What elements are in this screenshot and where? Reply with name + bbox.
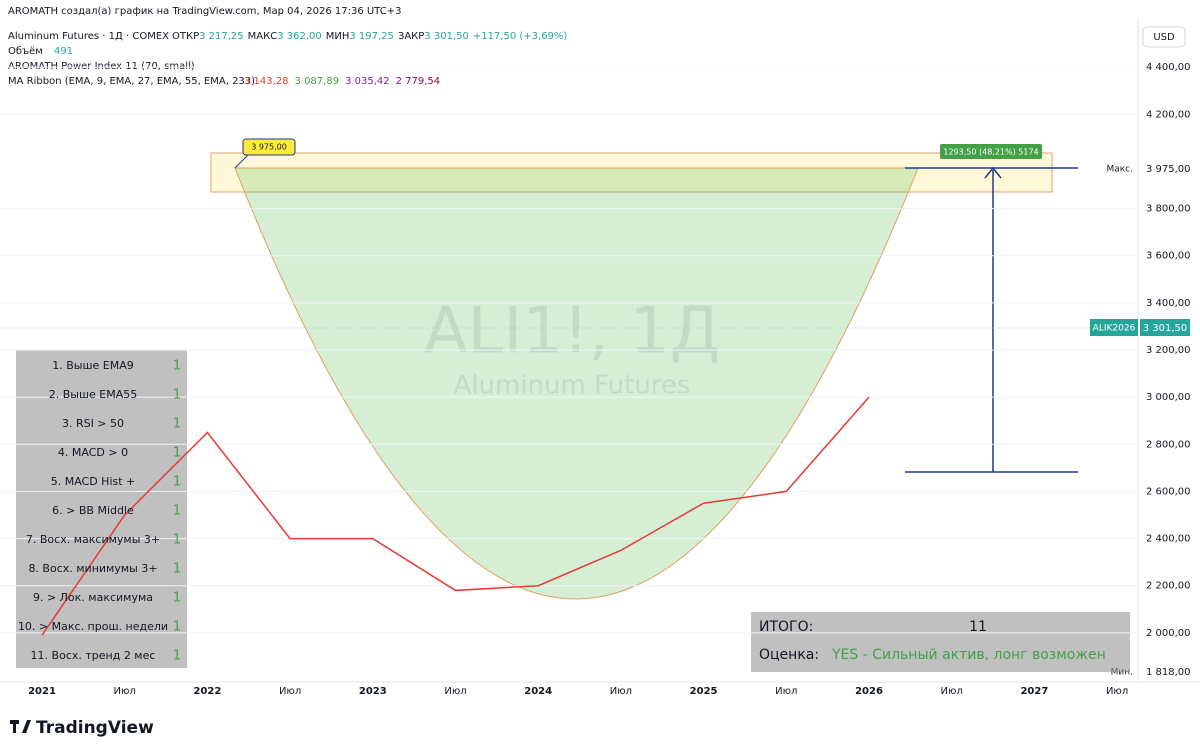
criterion-score: 1: [173, 417, 181, 432]
callout-pointer: [234, 154, 249, 169]
criteria-panel: [16, 350, 187, 668]
symbol-tag: [1090, 319, 1138, 336]
legend-symbol: Aluminum Futures · 1Д · COMEX: [8, 31, 169, 42]
total-label: ИТОГО:: [759, 619, 813, 635]
criterion-score: 1: [173, 359, 181, 374]
brand: TradingView: [36, 718, 154, 738]
rating: YES - Сильный актив, лонг возможен: [831, 647, 1106, 663]
criterion-label: 2. Выше EMA55: [49, 388, 138, 401]
ma-value: 2 779,54: [396, 76, 441, 87]
min-label: Мин.: [1111, 668, 1133, 678]
measure-label-box: [940, 144, 1042, 159]
ma-value: 3 143,28: [244, 76, 289, 87]
criterion-label: 4. MACD > 0: [58, 446, 128, 459]
x-tick-label: Июл: [941, 686, 963, 697]
criterion-label: 6. > BB Middle: [52, 504, 134, 517]
ohlc-label: МАКС: [248, 31, 278, 42]
criterion-label: 8. Восх. минимумы 3+: [28, 562, 157, 575]
x-tick-label: Июл: [279, 686, 301, 697]
symbol-tag-text: ALIK2026: [1093, 324, 1136, 334]
watermark-subtitle: Aluminum Futures: [454, 371, 691, 401]
x-tick-label: Июл: [775, 686, 797, 697]
criterion-label: 5. MACD Hist +: [51, 475, 136, 488]
criterion-score: 1: [173, 562, 181, 577]
y-tick-label: 2 200,00: [1146, 581, 1191, 592]
currency-box[interactable]: [1142, 26, 1186, 48]
y-tick-label: 3 600,00: [1146, 251, 1191, 262]
y-tick-label: 3 000,00: [1146, 392, 1191, 403]
ma-label: MA Ribbon (EMA, 9, EMA, 27, EMA, 55, EMA…: [8, 76, 255, 87]
max-label: Макс.: [1106, 165, 1133, 175]
ohlc-label: ЗАКР: [398, 31, 424, 42]
x-tick-label: 2022: [193, 686, 221, 697]
brand-logo: [10, 720, 31, 733]
last-price: 3 301,50: [1143, 323, 1188, 334]
ohlc-value: 3 301,50: [424, 31, 469, 42]
y-tick-label: 3 400,00: [1146, 298, 1191, 309]
y-tick-label: 2 400,00: [1146, 534, 1191, 545]
criterion-label: 7. Восх. максимумы 3+: [26, 533, 160, 546]
arrow-head: [984, 166, 1002, 179]
criterion-score: 1: [173, 388, 181, 403]
x-tick-label: 2024: [524, 686, 552, 697]
criterion-label: 10. > Макс. прош. недели: [18, 620, 168, 633]
criterion-label: 11. Восх. тренд 2 мес: [31, 649, 156, 662]
criterion-score: 1: [173, 446, 181, 461]
criterion-score: 1: [173, 649, 181, 664]
ohlc-value: 3 362,00: [277, 31, 322, 42]
ohlc-value: 3 217,25: [199, 31, 244, 42]
x-tick-label: Июл: [610, 686, 632, 697]
volume-label: Объём: [8, 46, 43, 57]
min-price: 1 818,00: [1146, 667, 1191, 678]
criterion-label: 9. > Лок. максимума: [33, 591, 153, 604]
summary-panel: [751, 612, 1130, 672]
legend-ohlc: ОТКР3 217,25 МАКС3 362,00 МИН3 197,25 ЗАКР3…: [172, 31, 567, 42]
rating-label: Оценка:: [759, 647, 819, 663]
ma-value: 3 035,42: [345, 76, 390, 87]
watermark-title: ALI1!, 1Д: [424, 295, 720, 369]
header: AROMATH создал(а) график на TradingView.…: [8, 6, 401, 17]
currency: USD: [1153, 32, 1175, 43]
x-tick-label: Июл: [114, 686, 136, 697]
ohlc-value: 3 197,25: [349, 31, 394, 42]
x-tick-label: Июл: [444, 686, 466, 697]
max-price: 3 975,00: [1146, 164, 1191, 175]
measure-label: 1293,50 (48,21%) 5174: [943, 148, 1038, 157]
criterion-score: 1: [173, 504, 181, 519]
ma-value: 3 087,89: [295, 76, 340, 87]
ohlc-label: МИН: [326, 31, 350, 42]
y-tick-label: 4 200,00: [1146, 109, 1191, 120]
x-tick-label: 2025: [690, 686, 718, 697]
x-tick-label: 2026: [855, 686, 883, 697]
x-tick-label: 2027: [1020, 686, 1048, 697]
y-tick-label: 4 400,00: [1146, 62, 1191, 73]
change: +117,50 (+3,69%): [473, 31, 568, 42]
criterion-score: 1: [173, 475, 181, 490]
criterion-score: 1: [173, 533, 181, 548]
x-tick-label: 2021: [28, 686, 56, 697]
y-tick-label: 2 600,00: [1146, 486, 1191, 497]
range-box: [210, 152, 1053, 193]
y-tick-label: 3 200,00: [1146, 345, 1191, 356]
callout-box: [242, 138, 296, 156]
x-tick-label: 2023: [359, 686, 387, 697]
criterion-score: 1: [173, 591, 181, 606]
last-price-tag: [1140, 319, 1190, 336]
y-tick-label: 2 800,00: [1146, 439, 1191, 450]
criteria-list: 1. Выше EMA9 1 2. Выше EMA55 1 3. RSI > 50 1 4…: [18, 359, 181, 664]
callout: 3 975,00: [251, 143, 287, 152]
ohlc-label: ОТКР: [172, 31, 199, 42]
y-tick-label: 2 000,00: [1146, 628, 1191, 639]
criterion-score: 1: [173, 620, 181, 635]
ma-values: 3 143,28 3 087,89 3 035,42 2 779,54: [244, 76, 440, 87]
total: 11: [969, 619, 987, 635]
y-tick-label: 3 800,00: [1146, 204, 1191, 215]
criterion-label: 1. Выше EMA9: [52, 359, 134, 372]
price-line: [41, 396, 870, 636]
x-tick-label: Июл: [1106, 686, 1128, 697]
criterion-label: 3. RSI > 50: [62, 417, 124, 430]
indicator: AROMATH Power Index 11 (70, small): [8, 61, 195, 72]
volume: 491: [54, 46, 73, 57]
